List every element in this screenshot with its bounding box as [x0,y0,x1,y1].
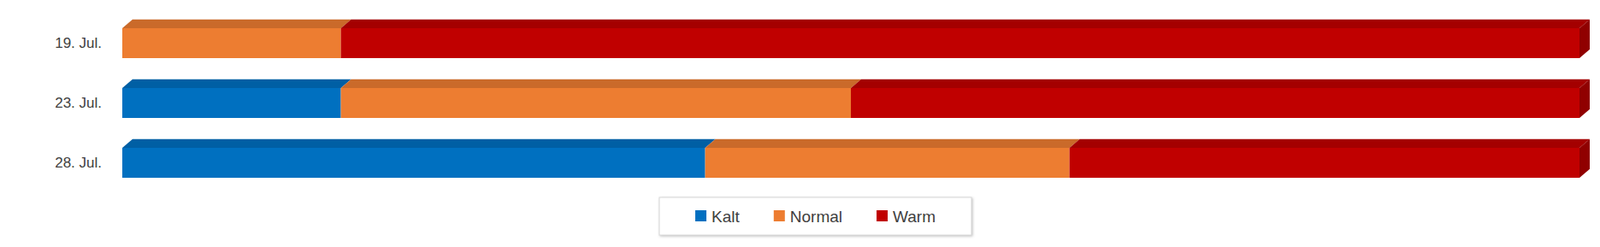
legend-label: Kalt [711,207,740,226]
legend-item: Kalt [695,207,740,226]
tick: 23. Jul. [54,94,102,112]
legend-swatch [695,210,707,222]
legend-label: Normal [790,207,843,226]
bar-side [1579,79,1590,119]
series-2 [341,19,1590,178]
legend-swatch [773,210,786,222]
bar-top [705,139,1081,148]
bar-top [341,19,1590,29]
category-label: 19. Jul. [54,35,102,52]
bar-side [1579,139,1590,178]
legend-label: Warm [892,207,936,226]
category-label: 28. Jul. [54,154,102,172]
bar-top [122,79,352,89]
bar-top [122,19,352,29]
bar-segment [341,28,1580,59]
chart: 19. Jul. 23. Jul. 28. Jul. Kalt Normal Warm [0,0,1600,247]
legend-box [659,197,972,236]
bar-segment [341,88,851,119]
legend-item: Warm [876,207,936,226]
bar-top [122,139,716,148]
bar-segment [1069,147,1580,178]
tick: 19. Jul. [54,35,102,52]
bar-segment [122,88,342,119]
legend-swatch [876,210,888,222]
bar-segment [850,88,1580,119]
bar-segment [122,147,706,178]
plot-area [122,19,1590,178]
bar-side [1579,19,1590,59]
bar-top [1069,139,1590,148]
category-axis: 19. Jul. 23. Jul. 28. Jul. [54,35,102,172]
bar-top [850,79,1590,89]
legend: Kalt Normal Warm [659,197,972,236]
category-label: 23. Jul. [54,94,102,112]
legend-item: Normal [773,207,843,226]
bar-top [341,79,862,89]
bar-segment [122,28,342,59]
tick: 28. Jul. [54,154,102,172]
bar-segment [705,147,1070,178]
